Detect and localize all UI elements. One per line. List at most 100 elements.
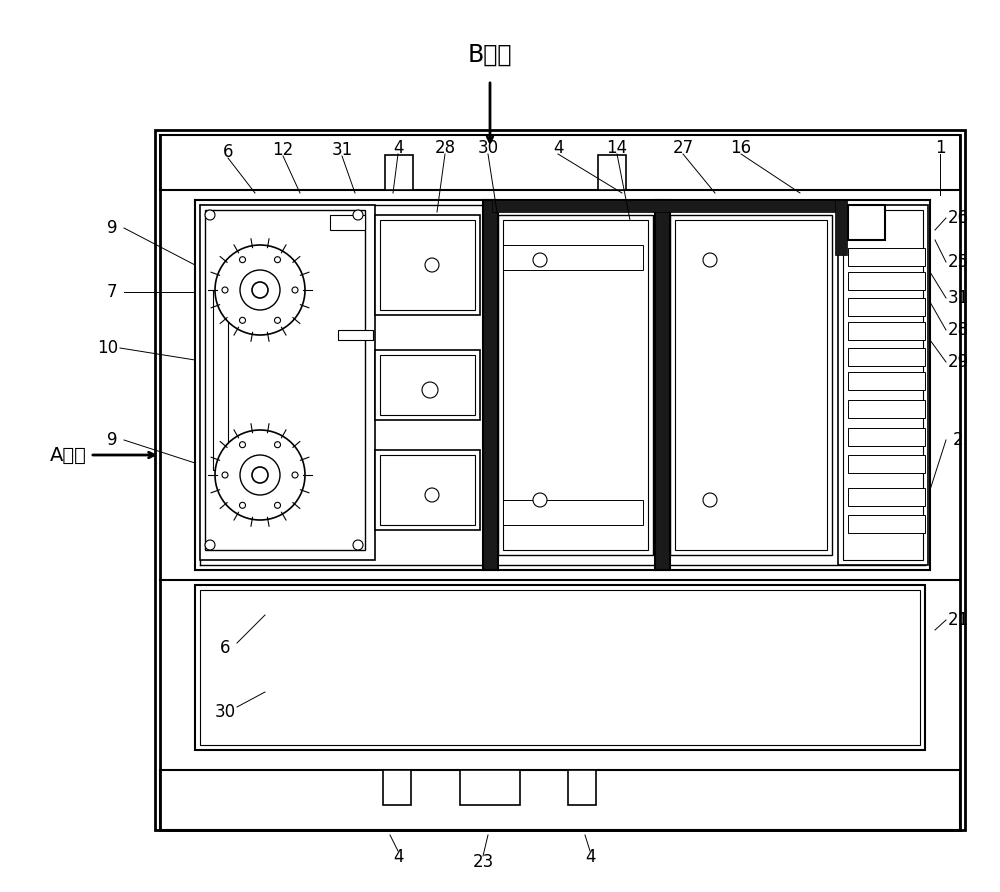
Bar: [848, 348, 925, 366]
Circle shape: [703, 253, 717, 267]
Bar: [503, 500, 643, 525]
Bar: [200, 205, 375, 560]
Bar: [848, 272, 925, 290]
Bar: [380, 455, 475, 525]
Circle shape: [292, 287, 298, 293]
Circle shape: [533, 253, 547, 267]
Bar: [848, 515, 925, 533]
Text: A方向: A方向: [50, 445, 87, 465]
Bar: [838, 205, 928, 565]
Bar: [375, 450, 480, 530]
Text: 9: 9: [107, 219, 117, 237]
Circle shape: [240, 270, 280, 310]
Text: 28: 28: [947, 321, 969, 339]
Text: 31: 31: [331, 141, 353, 159]
Bar: [195, 585, 925, 750]
Circle shape: [353, 210, 363, 220]
Bar: [675, 220, 827, 550]
Circle shape: [274, 442, 280, 448]
Bar: [835, 200, 847, 255]
Bar: [213, 290, 228, 470]
Circle shape: [240, 442, 246, 448]
Bar: [843, 210, 923, 560]
Bar: [848, 488, 925, 506]
Bar: [492, 200, 842, 212]
Circle shape: [240, 502, 246, 508]
Circle shape: [215, 430, 305, 520]
Text: 12: 12: [272, 141, 294, 159]
Circle shape: [274, 502, 280, 508]
Circle shape: [252, 467, 268, 483]
Bar: [383, 770, 411, 805]
Circle shape: [215, 245, 305, 335]
Bar: [375, 215, 480, 315]
Bar: [330, 215, 365, 230]
Bar: [160, 135, 960, 190]
Bar: [655, 200, 670, 570]
Circle shape: [205, 210, 215, 220]
Circle shape: [222, 287, 228, 293]
Circle shape: [240, 455, 280, 495]
Bar: [200, 590, 920, 745]
Bar: [848, 400, 925, 418]
Bar: [460, 770, 520, 805]
Circle shape: [353, 540, 363, 550]
Bar: [598, 155, 626, 190]
Bar: [205, 210, 365, 550]
Text: 4: 4: [393, 848, 403, 866]
Circle shape: [425, 488, 439, 502]
Text: 21: 21: [947, 611, 969, 629]
Text: 10: 10: [97, 339, 119, 357]
Text: 25: 25: [947, 253, 969, 271]
Bar: [848, 205, 885, 240]
Text: 4: 4: [585, 848, 595, 866]
Bar: [385, 155, 413, 190]
Text: B方向: B方向: [468, 43, 512, 67]
Text: 27: 27: [672, 139, 694, 157]
Bar: [670, 215, 832, 555]
Bar: [483, 200, 498, 570]
Circle shape: [703, 493, 717, 507]
Circle shape: [252, 282, 268, 298]
Text: 9: 9: [107, 431, 117, 449]
Circle shape: [292, 472, 298, 478]
Text: 7: 7: [107, 283, 117, 301]
Circle shape: [240, 257, 246, 262]
Bar: [848, 298, 925, 316]
Circle shape: [274, 318, 280, 323]
Bar: [375, 350, 480, 420]
Bar: [498, 215, 653, 555]
Text: 16: 16: [730, 139, 752, 157]
Bar: [848, 248, 925, 266]
Text: 14: 14: [606, 139, 628, 157]
Text: 31: 31: [947, 289, 969, 307]
Bar: [568, 770, 596, 805]
Text: 26: 26: [947, 209, 969, 227]
Text: 6: 6: [223, 143, 233, 161]
Bar: [160, 770, 960, 830]
Circle shape: [222, 472, 228, 478]
Text: 4: 4: [393, 139, 403, 157]
Bar: [503, 245, 643, 270]
Text: 2: 2: [953, 431, 963, 449]
Circle shape: [422, 382, 438, 398]
Bar: [848, 428, 925, 446]
Text: 1: 1: [935, 139, 945, 157]
Text: 29: 29: [947, 353, 969, 371]
Circle shape: [533, 493, 547, 507]
Bar: [338, 330, 373, 340]
Text: 4: 4: [553, 139, 563, 157]
Text: 23: 23: [472, 853, 494, 871]
Text: 28: 28: [434, 139, 456, 157]
Text: 30: 30: [214, 703, 236, 721]
Text: 6: 6: [220, 639, 230, 657]
Bar: [848, 322, 925, 340]
Bar: [848, 455, 925, 473]
Text: 30: 30: [477, 139, 499, 157]
Circle shape: [240, 318, 246, 323]
Bar: [503, 220, 648, 550]
Bar: [380, 355, 475, 415]
Bar: [848, 372, 925, 390]
Circle shape: [205, 540, 215, 550]
Circle shape: [274, 257, 280, 262]
